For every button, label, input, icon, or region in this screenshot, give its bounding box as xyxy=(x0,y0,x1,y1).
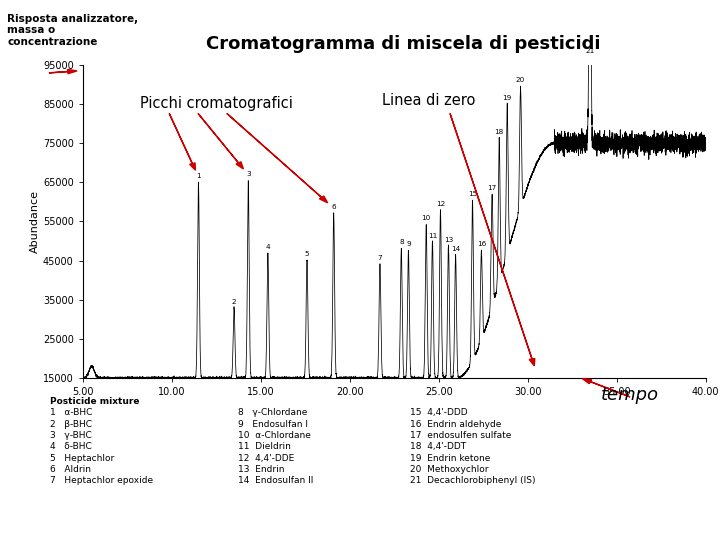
Text: 16  Endrin aldehyde: 16 Endrin aldehyde xyxy=(410,420,502,429)
Text: 12  4,4'-DDE: 12 4,4'-DDE xyxy=(238,454,294,463)
Text: 17  endosulfen sulfate: 17 endosulfen sulfate xyxy=(410,431,512,440)
Text: 2   β-BHC: 2 β-BHC xyxy=(50,420,92,429)
Text: 10  α-Chlordane: 10 α-Chlordane xyxy=(238,431,310,440)
Text: 6: 6 xyxy=(331,204,336,210)
Text: 2: 2 xyxy=(232,299,236,305)
Text: 19  Endrin ketone: 19 Endrin ketone xyxy=(410,454,491,463)
Text: Linea di zero: Linea di zero xyxy=(382,93,475,108)
Text: Posticide mixture: Posticide mixture xyxy=(50,397,140,406)
Text: Cromatogramma di miscela di pesticidi: Cromatogramma di miscela di pesticidi xyxy=(206,35,600,53)
Text: 9: 9 xyxy=(406,241,410,247)
Text: 3: 3 xyxy=(246,172,251,178)
Text: 20: 20 xyxy=(516,77,525,83)
Text: 14: 14 xyxy=(451,246,460,252)
Text: 12: 12 xyxy=(436,200,445,206)
Text: 18  4,4'-DDT: 18 4,4'-DDT xyxy=(410,442,467,451)
Text: 7   Heptachlor epoxide: 7 Heptachlor epoxide xyxy=(50,476,153,485)
Text: 3   γ-BHC: 3 γ-BHC xyxy=(50,431,92,440)
Text: 18: 18 xyxy=(495,129,504,135)
Text: 8: 8 xyxy=(399,239,404,245)
Text: 7: 7 xyxy=(378,255,382,261)
Text: Picchi cromatografici: Picchi cromatografici xyxy=(140,96,293,111)
Text: 15  4,4'-DDD: 15 4,4'-DDD xyxy=(410,408,468,417)
Y-axis label: Abundance: Abundance xyxy=(30,190,40,253)
Text: 11  Dieldrin: 11 Dieldrin xyxy=(238,442,290,451)
Text: 8   γ-Chlordane: 8 γ-Chlordane xyxy=(238,408,307,417)
Text: 16: 16 xyxy=(477,241,486,247)
Text: 9   Endosulfan I: 9 Endosulfan I xyxy=(238,420,307,429)
Text: 20  Methoxychlor: 20 Methoxychlor xyxy=(410,465,489,474)
Text: 21  Decachlorobiphenyl (IS): 21 Decachlorobiphenyl (IS) xyxy=(410,476,536,485)
Text: 5   Heptachlor: 5 Heptachlor xyxy=(50,454,114,463)
Text: Risposta analizzatore,
massa o
concentrazione: Risposta analizzatore, massa o concentra… xyxy=(7,14,138,46)
Text: 5: 5 xyxy=(305,252,310,258)
Text: 10: 10 xyxy=(422,215,431,221)
Text: 11: 11 xyxy=(428,233,437,239)
Text: 17: 17 xyxy=(487,185,497,191)
Text: 1: 1 xyxy=(196,173,201,179)
Text: 4   δ-BHC: 4 δ-BHC xyxy=(50,442,92,451)
Text: 1   α-BHC: 1 α-BHC xyxy=(50,408,93,417)
Text: 19: 19 xyxy=(503,95,512,101)
Text: 21: 21 xyxy=(585,48,595,54)
Text: tempo: tempo xyxy=(600,386,659,404)
Text: 6   Aldrin: 6 Aldrin xyxy=(50,465,91,474)
Text: 4: 4 xyxy=(266,245,270,251)
Text: 13: 13 xyxy=(444,237,453,242)
Text: 13  Endrin: 13 Endrin xyxy=(238,465,284,474)
Text: 14  Endosulfan II: 14 Endosulfan II xyxy=(238,476,313,485)
Text: 15: 15 xyxy=(468,191,477,197)
